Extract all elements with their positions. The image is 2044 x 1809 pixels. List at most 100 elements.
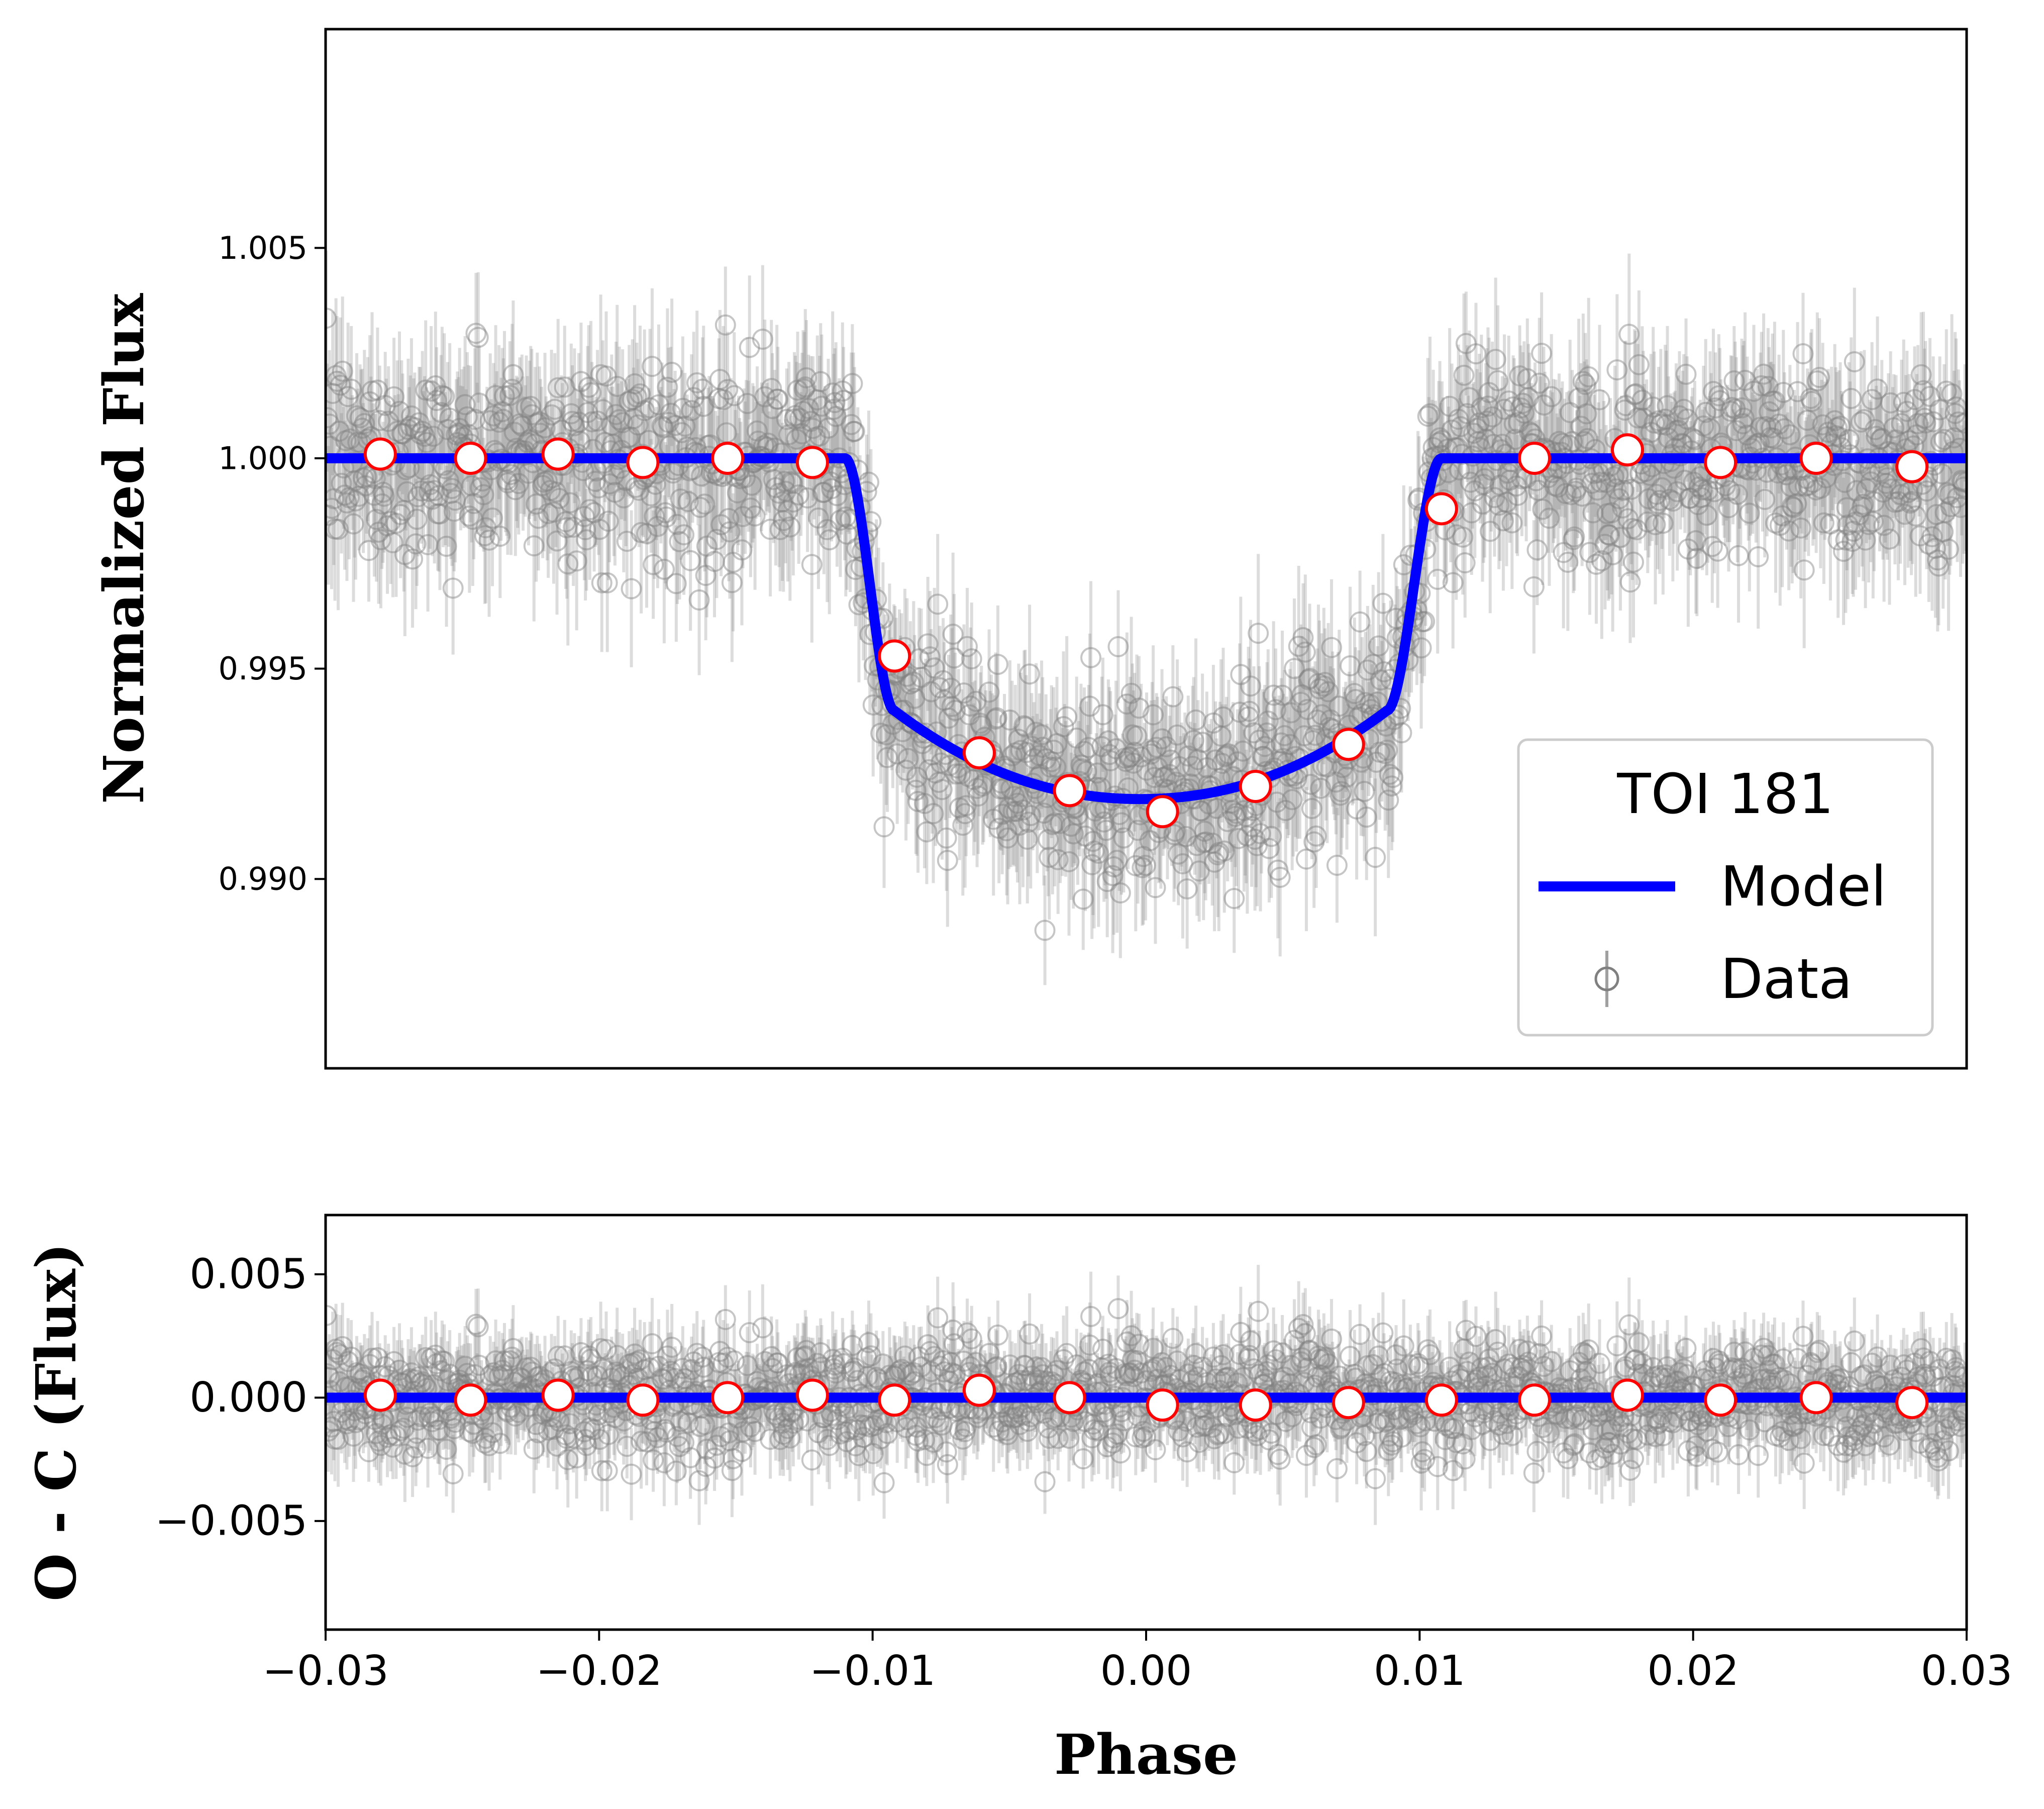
top-data-point bbox=[1316, 756, 1338, 778]
top-binned-point bbox=[1611, 433, 1645, 467]
top-data-point bbox=[1208, 842, 1230, 863]
top-data-point bbox=[786, 429, 807, 450]
top-data-point bbox=[393, 499, 415, 521]
top-data-point bbox=[1331, 781, 1352, 802]
top-data-point bbox=[1609, 527, 1631, 548]
top-data-point bbox=[1004, 742, 1026, 764]
top-data-point bbox=[1108, 803, 1130, 825]
top-data-point bbox=[1812, 414, 1833, 436]
top-data-point bbox=[1841, 388, 1862, 410]
top-data-point bbox=[1647, 493, 1668, 515]
top-data-point bbox=[1147, 757, 1168, 778]
bottom-data-point bbox=[591, 1460, 612, 1481]
top-data-point bbox=[992, 778, 1014, 799]
bottom-data-point bbox=[412, 1371, 433, 1393]
top-data-point bbox=[1686, 548, 1708, 569]
top-data-point bbox=[541, 404, 562, 426]
top-data-point bbox=[520, 395, 542, 417]
top-data-point bbox=[1590, 471, 1611, 493]
top-data-point bbox=[1912, 380, 1934, 401]
top-data-point bbox=[826, 485, 848, 507]
top-data-point bbox=[1810, 477, 1831, 499]
top-data-point bbox=[1299, 667, 1320, 689]
top-data-point bbox=[596, 572, 618, 593]
top-data-point bbox=[794, 376, 816, 398]
top-data-point bbox=[660, 403, 681, 424]
top-data-point bbox=[639, 397, 661, 419]
top-data-point bbox=[1581, 472, 1603, 494]
top-data-point bbox=[940, 677, 962, 699]
top-data-point bbox=[904, 687, 926, 709]
top-data-point bbox=[1927, 549, 1949, 571]
bottom-data-point bbox=[462, 1423, 483, 1444]
top-data-point bbox=[501, 378, 523, 400]
top-data-point bbox=[1751, 375, 1772, 396]
top-data-point bbox=[1258, 838, 1280, 859]
top-data-point bbox=[662, 462, 684, 484]
top-data-point bbox=[461, 475, 482, 496]
top-data-point bbox=[1879, 528, 1900, 550]
top-data-point bbox=[427, 503, 449, 525]
bottom-data-point bbox=[624, 1343, 646, 1365]
top-data-point bbox=[1236, 806, 1257, 827]
bottom-data-point bbox=[509, 1367, 531, 1388]
top-data-point bbox=[817, 417, 839, 439]
top-data-point bbox=[1780, 476, 1802, 497]
top-data-point bbox=[415, 379, 437, 401]
bottom-data-point bbox=[671, 1372, 692, 1393]
top-data-point bbox=[929, 677, 951, 698]
top-data-point bbox=[1643, 396, 1664, 418]
top-data-point bbox=[454, 394, 476, 416]
top-data-point bbox=[896, 666, 918, 687]
top-data-point bbox=[615, 470, 637, 491]
top-data-point bbox=[499, 384, 521, 406]
top-data-point bbox=[1010, 740, 1032, 761]
top-data-point bbox=[1109, 882, 1131, 903]
top-data-point bbox=[1544, 475, 1566, 496]
top-data-point bbox=[824, 392, 846, 414]
top-data-point bbox=[1349, 611, 1371, 633]
top-data-point bbox=[1846, 480, 1868, 501]
top-data-point bbox=[1562, 431, 1583, 452]
top-data-point bbox=[442, 577, 464, 599]
top-data-point bbox=[331, 472, 352, 494]
bottom-data-point bbox=[681, 1359, 702, 1380]
top-data-point bbox=[363, 484, 385, 506]
bottom-data-point bbox=[555, 1424, 576, 1446]
top-data-point bbox=[1291, 684, 1313, 706]
top-data-point bbox=[1193, 832, 1214, 854]
bottom-data-point bbox=[568, 1366, 590, 1387]
top-data-point bbox=[1232, 740, 1254, 762]
top-data-point bbox=[436, 536, 457, 557]
top-data-point bbox=[1667, 481, 1688, 502]
bottom-data-point bbox=[348, 1409, 370, 1431]
bottom-data-point bbox=[641, 1333, 663, 1355]
top-data-point bbox=[343, 513, 364, 535]
top-data-point bbox=[1724, 398, 1746, 420]
top-data-point bbox=[504, 479, 526, 500]
top-data-point bbox=[1060, 816, 1082, 837]
top-data-point bbox=[1452, 526, 1474, 548]
top-data-point bbox=[1702, 381, 1724, 403]
top-data-point bbox=[1936, 482, 1958, 504]
top-data-point bbox=[601, 415, 623, 436]
top-data-point bbox=[405, 533, 427, 555]
top-data-point bbox=[1246, 835, 1268, 856]
top-data-point bbox=[1709, 390, 1731, 412]
top-data-point bbox=[672, 397, 693, 419]
top-data-point bbox=[1300, 773, 1321, 795]
top-data-point bbox=[474, 525, 495, 547]
top-data-point bbox=[931, 779, 953, 800]
top-data-point bbox=[986, 707, 1007, 729]
top-data-point bbox=[1304, 725, 1326, 746]
top-data-point bbox=[704, 551, 726, 572]
top-data-point bbox=[1719, 480, 1741, 501]
top-data-point bbox=[1646, 483, 1667, 505]
top-data-point bbox=[647, 516, 668, 537]
top-data-point bbox=[399, 416, 421, 437]
top-data-point bbox=[1474, 468, 1495, 489]
top-data-point bbox=[547, 377, 569, 398]
top-data-point bbox=[530, 423, 551, 444]
top-data-point bbox=[1009, 814, 1031, 836]
top-data-point bbox=[1605, 478, 1627, 500]
